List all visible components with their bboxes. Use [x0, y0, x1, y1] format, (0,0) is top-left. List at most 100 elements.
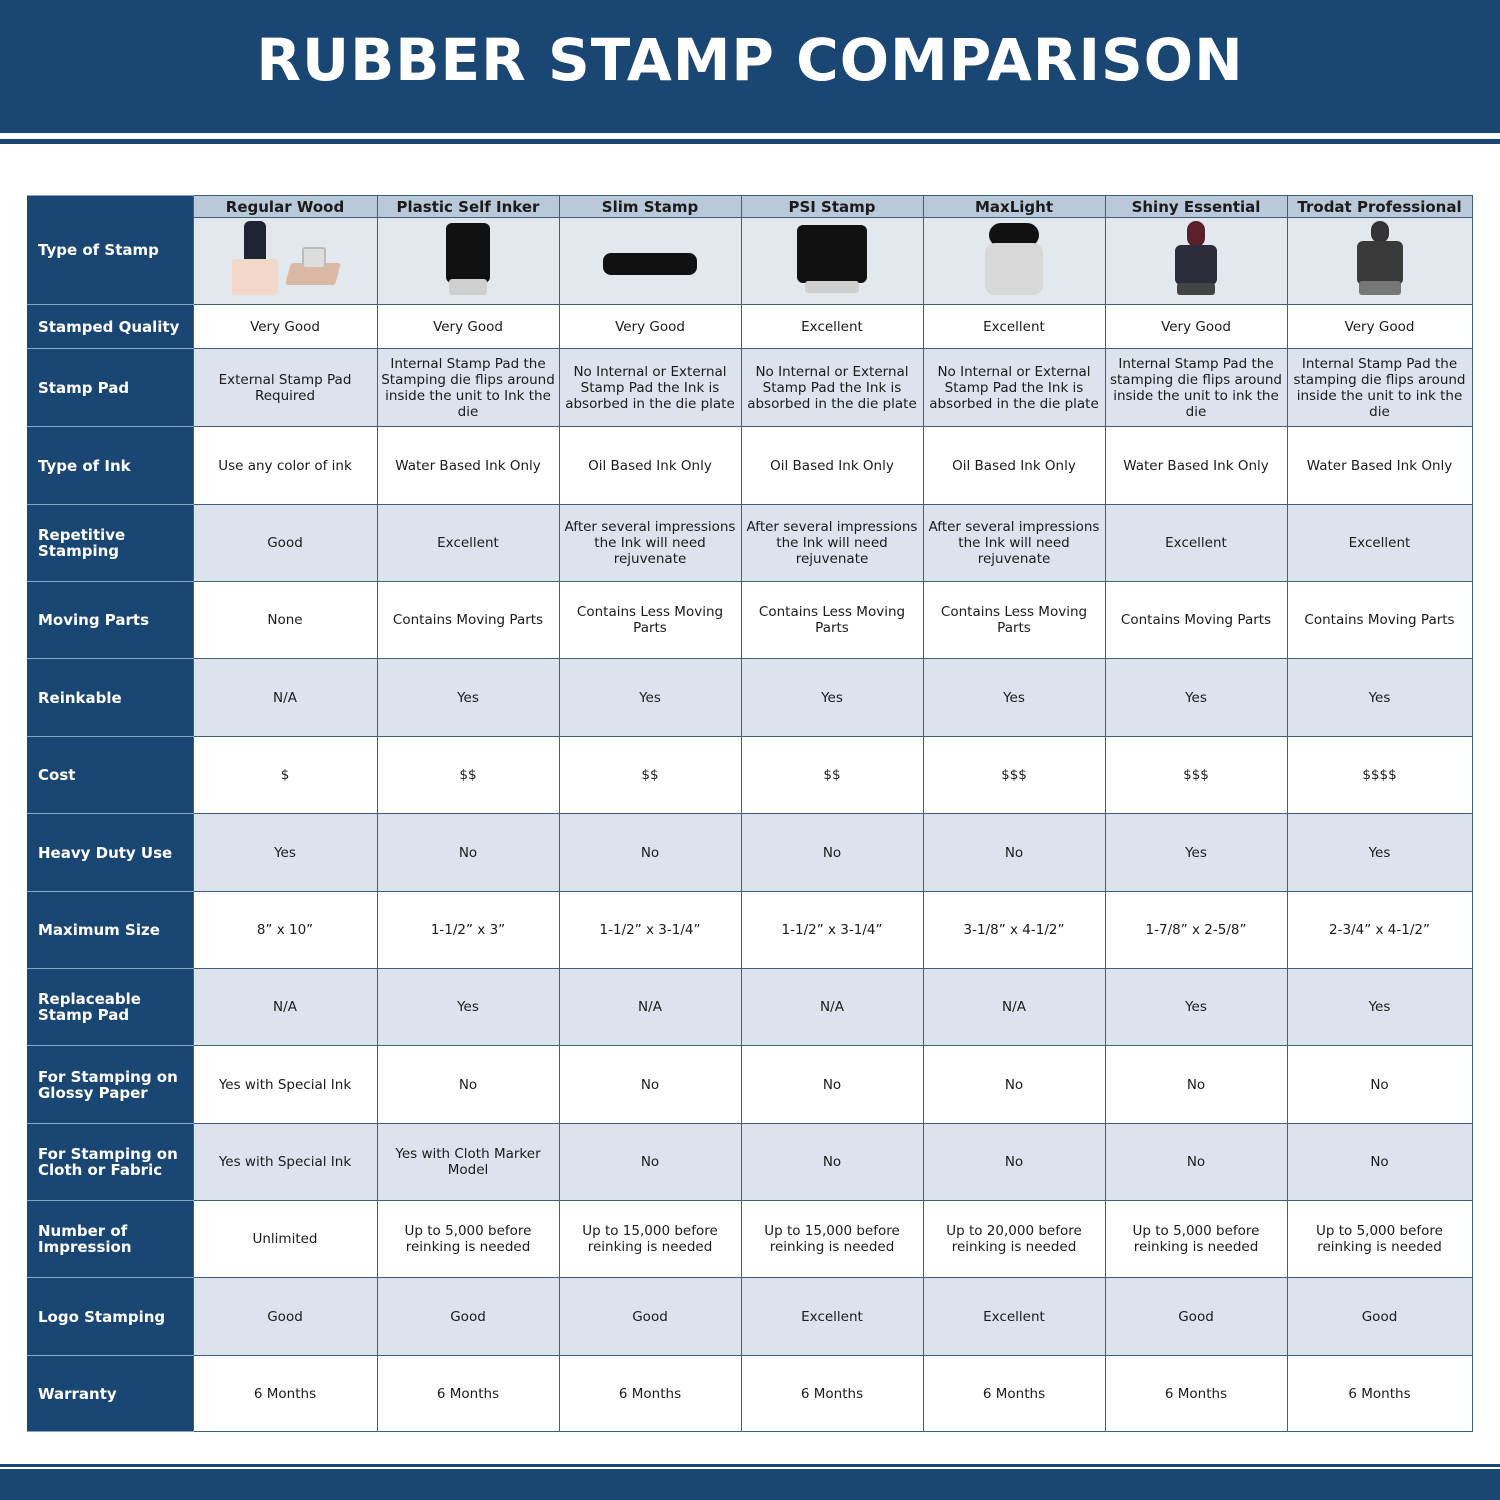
table-row: Repetitive Stamping Good Excellent After se… [27, 504, 1473, 582]
table-cell: No Internal or External Stamp Pad the In… [740, 348, 924, 427]
table-cell: No [740, 1123, 924, 1201]
psi-stamp-image [777, 219, 887, 299]
table-cell: Good [192, 504, 378, 582]
row-label: For Stamping on Cloth or Fabric [27, 1123, 193, 1201]
table-cell: Yes with Special Ink [192, 1045, 378, 1124]
table-cell: No [376, 813, 560, 892]
table-cell: Yes [1104, 813, 1288, 892]
table-cell: Good [1286, 1277, 1473, 1356]
table-cell: No Internal or External Stamp Pad the In… [558, 348, 742, 427]
table-cell: No [558, 1045, 742, 1124]
table-cell: No [740, 813, 924, 892]
column-header: Slim Stamp [558, 195, 742, 218]
table-row: For Stamping on Glossy Paper Yes with Spe… [27, 1045, 1473, 1124]
table-row: For Stamping on Cloth or Fabric Yes with … [27, 1123, 1473, 1201]
table-cell: Contains Less Moving Parts [922, 581, 1106, 659]
table-cell: N/A [192, 968, 378, 1046]
table-cell: Excellent [922, 304, 1106, 349]
row-label: Cost [27, 736, 193, 814]
stamp-image-cell [740, 217, 924, 305]
table-cell: $$$ [1104, 736, 1288, 814]
table-cell: Up to 5,000 before reinking is needed [1104, 1200, 1288, 1278]
table-cell: Very Good [376, 304, 560, 349]
table-cell: Yes [1104, 968, 1288, 1046]
column-header: Regular Wood [192, 195, 378, 218]
table-row: Logo Stamping Good Good Good Excellent Excell… [27, 1277, 1473, 1356]
table-cell: No [740, 1045, 924, 1124]
table-row: Moving Parts None Contains Moving Parts Con… [27, 581, 1473, 659]
table-cell: Yes [376, 658, 560, 737]
table-cell: Unlimited [192, 1200, 378, 1278]
table-cell: Contains Less Moving Parts [558, 581, 742, 659]
table-cell: Contains Moving Parts [1286, 581, 1473, 659]
table-cell: 8” x 10” [192, 891, 378, 969]
table-cell: No [922, 1045, 1106, 1124]
table-cell: Internal Stamp Pad the stamping die flip… [1286, 348, 1473, 427]
table-cell: No Internal or External Stamp Pad the In… [922, 348, 1106, 427]
table-cell: No [1104, 1123, 1288, 1201]
table-cell: No [922, 1123, 1106, 1201]
stamp-image-cell [1286, 217, 1473, 305]
table-cell: Yes [1104, 658, 1288, 737]
column-header-row: Type of Stamp Regular Wood Plastic Self In… [27, 195, 1473, 305]
stamp-image-cell [922, 217, 1106, 305]
table-row: Warranty 6 Months 6 Months 6 Months 6 Months… [27, 1355, 1473, 1432]
table-row: Heavy Duty Use Yes No No No No Yes Yes [27, 813, 1473, 892]
table-cell: Contains Less Moving Parts [740, 581, 924, 659]
column-header: Shiny Essential [1104, 195, 1288, 218]
table-row: Maximum Size 8” x 10” 1-1/2” x 3” 1-1/2” x … [27, 891, 1473, 969]
table-cell: None [192, 581, 378, 659]
row-label: For Stamping on Glossy Paper [27, 1045, 193, 1124]
table-cell: $$$$ [1286, 736, 1473, 814]
shiny-essential-stamp-image [1141, 219, 1251, 299]
table-cell: Good [1104, 1277, 1288, 1356]
table-cell: Oil Based Ink Only [558, 426, 742, 505]
table-cell: Up to 5,000 before reinking is needed [1286, 1200, 1473, 1278]
column-header: PSI Stamp [740, 195, 924, 218]
table-cell: Yes with Special Ink [192, 1123, 378, 1201]
table-cell: Yes [1286, 813, 1473, 892]
table-cell: Good [192, 1277, 378, 1356]
table-cell: Up to 5,000 before reinking is needed [376, 1200, 560, 1278]
table-cell: Up to 15,000 before reinking is needed [740, 1200, 924, 1278]
table-cell: Yes [740, 658, 924, 737]
table-cell: Good [558, 1277, 742, 1356]
table-cell: N/A [740, 968, 924, 1046]
table-cell: $ [192, 736, 378, 814]
table-cell: Good [376, 1277, 560, 1356]
column-header: Plastic Self Inker [376, 195, 560, 218]
table-cell: Up to 15,000 before reinking is needed [558, 1200, 742, 1278]
table-cell: After several impressions the Ink will n… [740, 504, 924, 582]
table-cell: Yes [922, 658, 1106, 737]
row-label-type-of-stamp: Type of Stamp [27, 195, 193, 305]
table-cell: Internal Stamp Pad the stamping die flip… [1104, 348, 1288, 427]
table-cell: Yes [558, 658, 742, 737]
row-label: Reinkable [27, 658, 193, 737]
table-cell: 6 Months [740, 1355, 924, 1432]
table-cell: 1-1/2” x 3-1/4” [740, 891, 924, 969]
table-cell: $$ [376, 736, 560, 814]
table-cell: No [922, 813, 1106, 892]
row-label: Stamped Quality [27, 304, 193, 349]
table-cell: $$ [558, 736, 742, 814]
table-cell: Contains Moving Parts [376, 581, 560, 659]
table-cell: $$$ [922, 736, 1106, 814]
row-label: Heavy Duty Use [27, 813, 193, 892]
table-cell: Yes [1286, 968, 1473, 1046]
self-inker-stamp-image [413, 219, 523, 299]
row-label: Logo Stamping [27, 1277, 193, 1356]
table-cell: Yes [376, 968, 560, 1046]
table-cell: 1-7/8” x 2-5/8” [1104, 891, 1288, 969]
table-cell: Excellent [1286, 504, 1473, 582]
row-label: Stamp Pad [27, 348, 193, 427]
table-cell: Use any color of ink [192, 426, 378, 505]
table-cell: Water Based Ink Only [1286, 426, 1473, 505]
table-cell: 6 Months [1104, 1355, 1288, 1432]
table-cell: N/A [922, 968, 1106, 1046]
row-label: Number of Impression [27, 1200, 193, 1278]
comparison-table: Type of Stamp Regular Wood Plastic Self In… [27, 195, 1473, 1432]
table-cell: 3-1/8” x 4-1/2” [922, 891, 1106, 969]
row-label: Maximum Size [27, 891, 193, 969]
stamp-image-cell [558, 217, 742, 305]
table-cell: 1-1/2” x 3-1/4” [558, 891, 742, 969]
